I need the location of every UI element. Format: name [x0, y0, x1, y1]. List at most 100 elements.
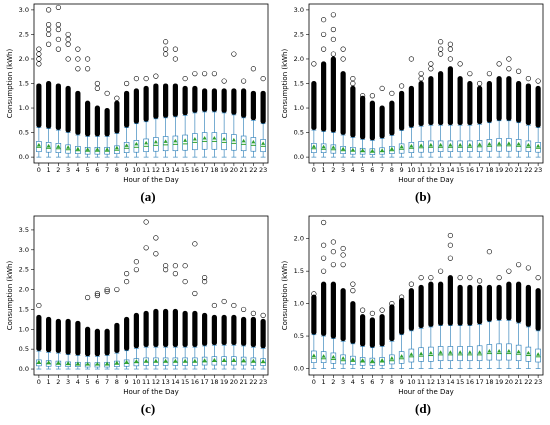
flier [321, 17, 327, 23]
x-tick-label: 19 [495, 378, 503, 386]
y-tick-label: 2.0 [294, 55, 304, 63]
flier-band [241, 88, 247, 118]
mean [438, 142, 443, 147]
flier [104, 90, 110, 96]
flier [163, 263, 169, 269]
flier-band [399, 90, 405, 131]
flier [428, 61, 434, 67]
flier-band [172, 308, 178, 348]
mean [467, 142, 472, 147]
plot-frame [33, 215, 269, 376]
x-tick-label: 7 [105, 166, 109, 174]
flier [535, 78, 541, 84]
mean [202, 135, 207, 140]
flier [192, 290, 198, 297]
flier [124, 80, 130, 87]
x-tick-label: 6 [95, 166, 99, 174]
mean [222, 136, 227, 141]
flier [321, 31, 327, 38]
mean [438, 350, 443, 354]
x-tick-label: 8 [390, 166, 394, 174]
flier [163, 267, 169, 273]
flier [330, 36, 336, 42]
x-tick-label: 18 [210, 378, 218, 386]
mean [114, 360, 119, 365]
x-tick-label: 8 [390, 378, 394, 386]
mean [163, 139, 168, 143]
mean [321, 354, 326, 358]
box [240, 135, 247, 152]
flier [46, 7, 52, 13]
flier-band [163, 83, 169, 118]
panel-label: (a) [140, 189, 155, 204]
mean [163, 358, 168, 363]
x-tick-label: 22 [524, 378, 532, 386]
box [398, 143, 405, 154]
x-tick-label: 10 [132, 378, 140, 386]
flier [163, 39, 169, 45]
flier-band [369, 100, 375, 141]
flier-band [408, 288, 414, 331]
flier [221, 298, 227, 305]
x-tick-label: 22 [524, 166, 532, 174]
x-tick-label: 23 [259, 166, 267, 174]
box [260, 139, 266, 153]
y-tick-label: 3.0 [19, 246, 29, 254]
flier [124, 271, 130, 277]
mean [124, 143, 129, 147]
flier-band [457, 284, 463, 326]
x-tick-label: 3 [66, 166, 70, 174]
flier [85, 294, 91, 301]
x-tick-label: 14 [171, 166, 179, 174]
mean [497, 348, 502, 353]
flier-band [389, 100, 395, 136]
x-tick-label: 13 [161, 378, 169, 386]
y-tick-label: 0.0 [294, 153, 304, 161]
flier [428, 66, 434, 72]
box [221, 133, 227, 151]
flier [182, 278, 188, 285]
mean [380, 148, 385, 152]
flier-band [250, 316, 256, 348]
y-tick-label: 3.5 [19, 226, 29, 234]
flier [340, 262, 346, 268]
x-tick-label: 17 [200, 378, 208, 386]
x-tick-label: 2 [56, 378, 60, 386]
flier-band [36, 83, 42, 128]
mean [506, 141, 511, 145]
flier-band [55, 83, 61, 131]
mean [56, 360, 61, 365]
flier [447, 41, 453, 47]
x-tick-label: 16 [466, 166, 474, 174]
box [476, 140, 483, 153]
mean [428, 350, 433, 355]
flier [321, 268, 327, 274]
flier-band [311, 294, 317, 335]
flier [55, 46, 61, 52]
flier-band [250, 90, 256, 121]
mean [222, 357, 227, 362]
flier [516, 68, 522, 74]
mean [173, 138, 178, 143]
mean [389, 146, 394, 151]
flier [85, 56, 91, 62]
flier-band [418, 284, 424, 329]
mean [477, 142, 482, 146]
flier [55, 36, 61, 42]
flier-band [389, 304, 395, 342]
flier [457, 275, 463, 281]
flier [428, 275, 434, 281]
flier [340, 46, 346, 52]
y-tick-label: 2.0 [294, 235, 304, 243]
box [172, 135, 179, 152]
flier [360, 93, 366, 99]
flier-band [350, 85, 356, 138]
flier-band [114, 322, 120, 354]
mean [419, 351, 424, 356]
mean [192, 358, 197, 363]
x-tick-label: 18 [485, 378, 493, 386]
flier [192, 71, 198, 77]
mean [66, 145, 71, 149]
flier [330, 249, 336, 255]
